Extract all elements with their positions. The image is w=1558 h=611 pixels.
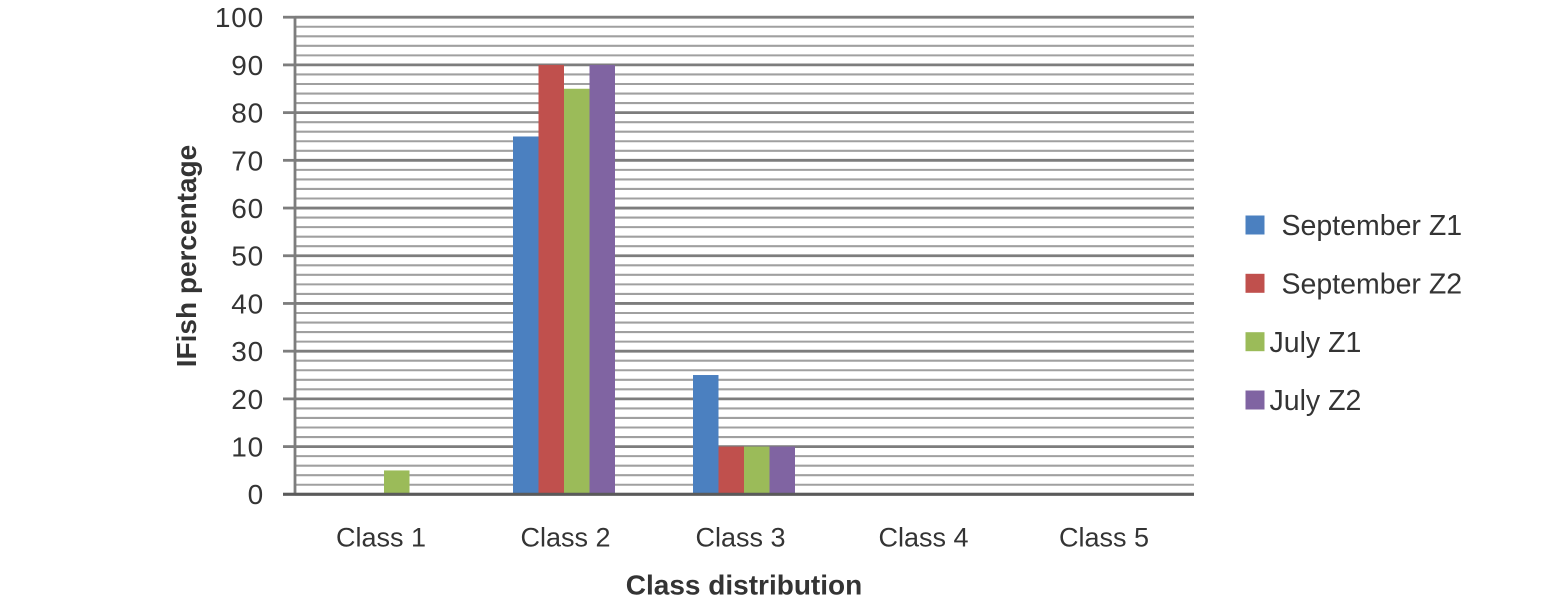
svg-text:50: 50 (231, 241, 264, 272)
svg-text:20: 20 (231, 384, 264, 415)
svg-text:80: 80 (231, 98, 264, 129)
svg-text:100: 100 (215, 2, 264, 33)
svg-text:IFish percentage: IFish percentage (171, 145, 202, 368)
svg-text:July Z2: July Z2 (1270, 385, 1362, 417)
svg-text:60: 60 (231, 193, 264, 224)
svg-text:Class 2: Class 2 (520, 523, 610, 553)
svg-text:40: 40 (231, 288, 264, 319)
svg-text:10: 10 (231, 432, 264, 463)
svg-text:30: 30 (231, 336, 264, 367)
svg-text:Class 4: Class 4 (878, 523, 968, 553)
svg-text:Class distribution: Class distribution (626, 570, 862, 601)
svg-text:July Z1: July Z1 (1270, 327, 1362, 359)
svg-text:0: 0 (248, 479, 264, 510)
svg-text:Class 1: Class 1 (336, 523, 426, 553)
svg-text:September Z1: September Z1 (1282, 210, 1463, 242)
svg-text:90: 90 (231, 50, 264, 81)
svg-text:Class 3: Class 3 (695, 523, 785, 553)
svg-text:Class 5: Class 5 (1059, 523, 1149, 553)
svg-text:70: 70 (231, 145, 264, 176)
svg-text:September Z2: September Z2 (1282, 268, 1463, 300)
